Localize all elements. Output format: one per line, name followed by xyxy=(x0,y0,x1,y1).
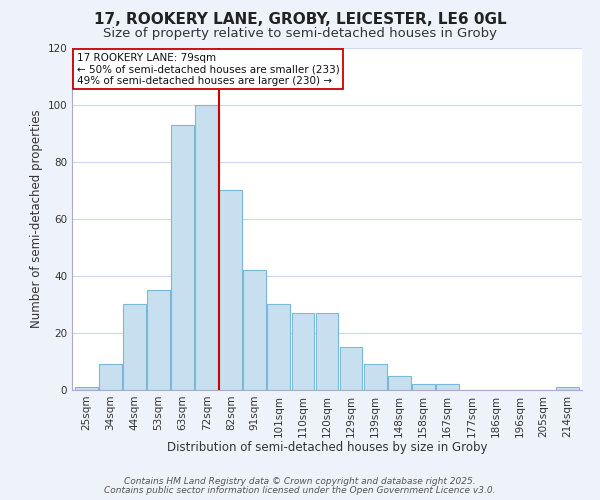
Bar xyxy=(292,313,314,390)
Bar xyxy=(244,270,266,390)
Bar xyxy=(388,376,410,390)
Bar xyxy=(99,364,122,390)
X-axis label: Distribution of semi-detached houses by size in Groby: Distribution of semi-detached houses by … xyxy=(167,441,487,454)
Bar xyxy=(171,124,194,390)
Text: 17, ROOKERY LANE, GROBY, LEICESTER, LE6 0GL: 17, ROOKERY LANE, GROBY, LEICESTER, LE6 … xyxy=(94,12,506,28)
Text: Size of property relative to semi-detached houses in Groby: Size of property relative to semi-detach… xyxy=(103,28,497,40)
Y-axis label: Number of semi-detached properties: Number of semi-detached properties xyxy=(30,110,43,328)
Bar xyxy=(195,104,218,390)
Bar xyxy=(412,384,434,390)
Bar xyxy=(340,347,362,390)
Text: Contains HM Land Registry data © Crown copyright and database right 2025.: Contains HM Land Registry data © Crown c… xyxy=(124,477,476,486)
Bar xyxy=(556,387,579,390)
Bar xyxy=(75,387,98,390)
Bar xyxy=(364,364,386,390)
Text: 17 ROOKERY LANE: 79sqm
← 50% of semi-detached houses are smaller (233)
49% of se: 17 ROOKERY LANE: 79sqm ← 50% of semi-det… xyxy=(77,52,340,86)
Bar xyxy=(316,313,338,390)
Bar xyxy=(123,304,146,390)
Bar xyxy=(147,290,170,390)
Bar xyxy=(268,304,290,390)
Bar xyxy=(220,190,242,390)
Bar xyxy=(436,384,459,390)
Text: Contains public sector information licensed under the Open Government Licence v3: Contains public sector information licen… xyxy=(104,486,496,495)
